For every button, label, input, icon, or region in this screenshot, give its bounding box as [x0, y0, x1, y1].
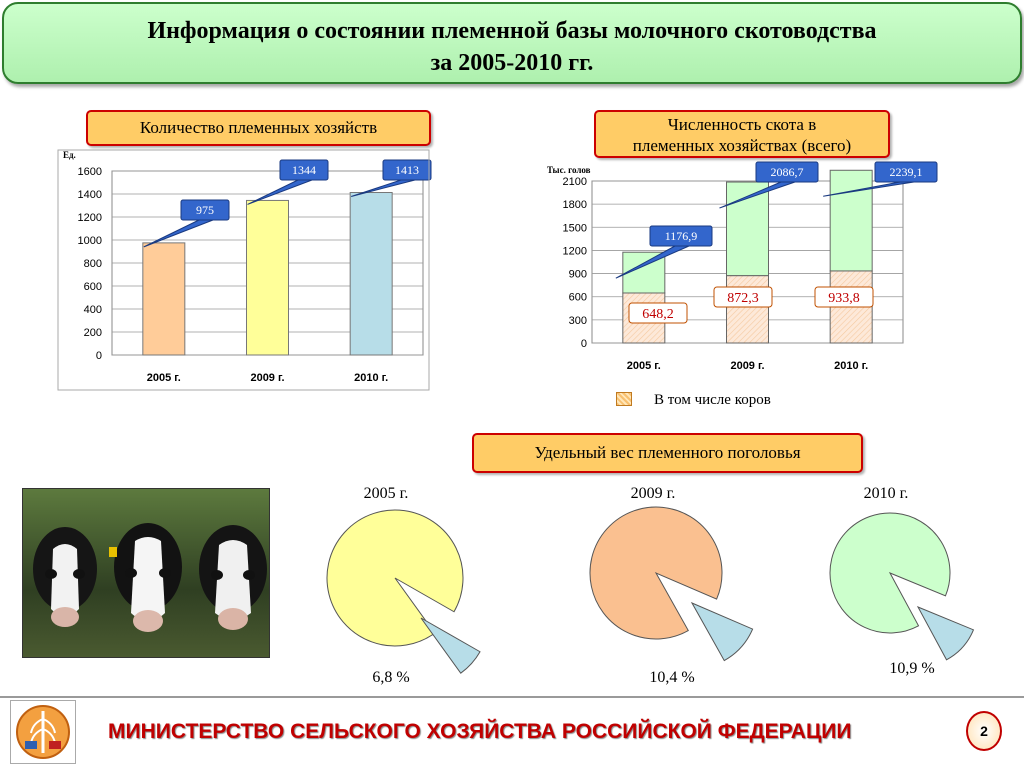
pie-2005-main-slice	[326, 509, 464, 647]
chart1-x-tick: 2010 г.	[354, 372, 388, 384]
chart2-y-tick: 300	[569, 315, 587, 327]
chart2-total-label-text: 1176,9	[665, 229, 698, 243]
page-number: 2	[966, 711, 1002, 751]
legend: В том числе коров	[616, 392, 771, 409]
chart1-value-label-box	[382, 159, 432, 181]
chart1-y-label: Ед.	[63, 150, 76, 160]
pie-2010-main-slice	[829, 512, 951, 634]
title-line-1: Информация о состоянии племенной базы мо…	[147, 18, 877, 44]
chart2-y-label: Тыс. голов	[547, 165, 591, 175]
chart1-x-tick: 2005 г.	[147, 372, 181, 384]
chart2-header-line1: Численность скота в	[667, 115, 817, 134]
chart2-total-label-box	[649, 225, 713, 247]
chart1-y-tick: 0	[96, 350, 102, 362]
slide-title: Информация о состоянии племенной базы мо…	[2, 2, 1022, 84]
chart2-total-label-box	[874, 161, 938, 183]
legend-label: В том числе коров	[654, 392, 771, 408]
chart1-bar	[142, 242, 186, 356]
chart1-header: Количество племенных хозяйств	[86, 110, 431, 146]
pie-2010-share-slice	[916, 606, 975, 661]
pies-header: Удельный вес племенного поголовья	[472, 433, 863, 473]
chart1-bar	[246, 199, 289, 356]
chart1-value-label-text: 1413	[395, 163, 419, 177]
chart2-cows-label-text: 872,3	[727, 291, 759, 306]
title-line-2: за 2005-2010 гг.	[430, 50, 594, 76]
chart1-value-label-text: 975	[196, 203, 214, 217]
chart2-cows-label-box	[814, 286, 874, 308]
pie-2009-main-slice	[589, 506, 723, 640]
pie-2005-label: 6,8 %	[372, 669, 410, 686]
chart2-y-tick: 1200	[563, 245, 587, 257]
chart1-x-tick: 2009 г.	[250, 372, 284, 384]
chart2-total-label-text: 2239,1	[890, 165, 923, 179]
cows-photo	[22, 488, 270, 658]
pie-2010-label: 10,9 %	[889, 660, 935, 677]
pie-2009-share-slice	[690, 601, 754, 662]
chart1-y-tick: 1000	[78, 235, 102, 247]
chart2-header: Численность скота в племенных хозяйствах…	[594, 110, 890, 158]
chart2-y-tick: 2100	[563, 176, 587, 188]
chart1-frame	[57, 149, 430, 391]
chart2-y-tick: 0	[581, 338, 587, 350]
chart1-y-tick: 400	[84, 304, 102, 316]
pie-2010-year: 2010 г.	[863, 485, 909, 502]
cow-1	[33, 527, 97, 627]
chart2-y-tick: 600	[569, 292, 587, 304]
chart2-x-tick: 2010 г.	[834, 360, 868, 372]
chart1-y-tick: 1600	[78, 166, 102, 178]
chart2-y-tick: 900	[569, 269, 587, 281]
chart1-y-tick: 800	[84, 258, 102, 270]
chart2-header-line2: племенных хозяйствах (всего)	[632, 136, 852, 155]
chart2-y-tick: 1800	[563, 199, 587, 211]
chart2-y-tick: 1500	[563, 222, 587, 234]
chart2-cows-label-text: 933,8	[828, 291, 860, 306]
legend-swatch	[616, 392, 632, 406]
ministry-name: МИНИСТЕРСТВО СЕЛЬСКОГО ХОЗЯЙСТВА РОССИЙС…	[108, 720, 852, 743]
pie-2005-share-slice	[420, 617, 481, 674]
pie-2005-year: 2005 г.	[363, 485, 409, 502]
footer-divider	[0, 696, 1024, 698]
chart2-total-label-text: 2086,7	[771, 165, 804, 179]
chart2-x-tick: 2009 г.	[730, 360, 764, 372]
pie-2009-label: 10,4 %	[649, 669, 695, 686]
chart2-cows-label-box	[628, 302, 688, 324]
chart1-y-tick: 200	[84, 327, 102, 339]
chart2-cows-label-text: 648,2	[642, 307, 674, 322]
chart1-y-tick: 1200	[78, 212, 102, 224]
chart1-bar	[349, 192, 393, 356]
chart1-y-tick: 600	[84, 281, 102, 293]
chart1-value-label-box	[279, 159, 329, 181]
cow-3	[199, 525, 267, 630]
cow-2	[109, 523, 182, 632]
chart2-x-tick: 2005 г.	[627, 360, 661, 372]
chart1-value-label-box	[180, 199, 230, 221]
chart2-cows-label-box	[713, 286, 773, 308]
chart1-value-label-text: 1344	[292, 163, 316, 177]
chart2-total-label-box	[755, 161, 819, 183]
pie-2009-year: 2009 г.	[630, 485, 676, 502]
chart1-y-tick: 1400	[78, 189, 102, 201]
ministry-logo	[10, 700, 76, 764]
